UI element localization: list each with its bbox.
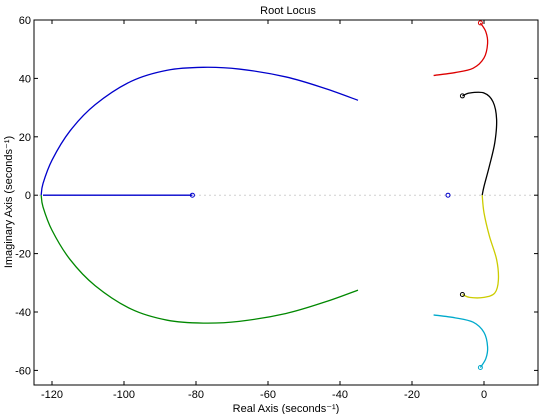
locus-branch-1 (40, 66, 359, 196)
chart-title: Root Locus (260, 5, 316, 17)
pole-marker-6 (477, 364, 483, 370)
y-tick-label: 60 (19, 15, 31, 27)
pole-marker-3 (459, 93, 465, 99)
pole-marker-5 (477, 20, 483, 26)
pole-marker-4 (459, 291, 465, 297)
x-tick-label: -120 (41, 389, 63, 401)
x-tick-label: -80 (188, 389, 204, 401)
x-tick-label: 0 (481, 389, 487, 401)
x-tick-label: -100 (113, 389, 135, 401)
y-tick-label: -20 (15, 249, 31, 261)
y-tick-label: -60 (15, 365, 31, 377)
pole-markers (189, 20, 483, 370)
locus-branches (40, 22, 500, 368)
x-tick-label: -40 (332, 389, 348, 401)
y-axis-label: Imaginary Axis (seconds⁻¹) (3, 136, 15, 268)
axes-box (33, 19, 539, 386)
y-tick-label: 0 (25, 190, 31, 202)
locus-branch-6 (462, 195, 500, 299)
y-tick-label: 20 (19, 132, 31, 144)
locus-branch-5 (462, 91, 498, 196)
x-axis-label: Real Axis (seconds⁻¹) (233, 403, 340, 414)
locus-branch-3 (40, 195, 359, 324)
y-axis-ticks: -60 -40 -20 0 20 40 60 (15, 15, 538, 377)
locus-branch-7 (433, 314, 489, 368)
x-tick-label: -20 (404, 389, 420, 401)
plot-area: -120 -100 -80 -60 -40 -20 0 -60 -40 -20 0 20 40 60 (15, 15, 539, 401)
locus-branch-4 (433, 22, 489, 77)
y-tick-label: 40 (19, 73, 31, 85)
y-tick-label: -40 (15, 307, 31, 319)
pole-marker-1 (189, 192, 195, 198)
x-axis-ticks: -120 -100 -80 -60 -40 -20 0 (41, 20, 487, 401)
x-tick-label: -60 (260, 389, 276, 401)
pole-marker-2 (445, 192, 451, 198)
